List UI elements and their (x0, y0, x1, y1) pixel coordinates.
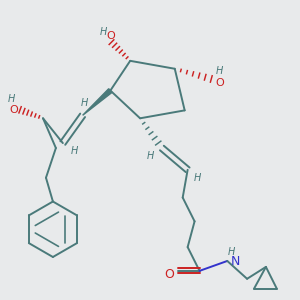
Text: H: H (71, 146, 78, 156)
Polygon shape (82, 89, 112, 115)
Text: H: H (228, 247, 235, 257)
Text: H: H (216, 66, 223, 76)
Text: H: H (146, 151, 154, 161)
Text: N: N (230, 256, 240, 268)
Text: H: H (194, 173, 201, 183)
Text: O: O (106, 31, 115, 41)
Text: O: O (215, 78, 224, 88)
Text: O: O (9, 105, 18, 116)
Text: O: O (164, 268, 174, 281)
Text: H: H (81, 98, 88, 108)
Text: H: H (8, 94, 15, 104)
Text: H: H (100, 27, 107, 37)
